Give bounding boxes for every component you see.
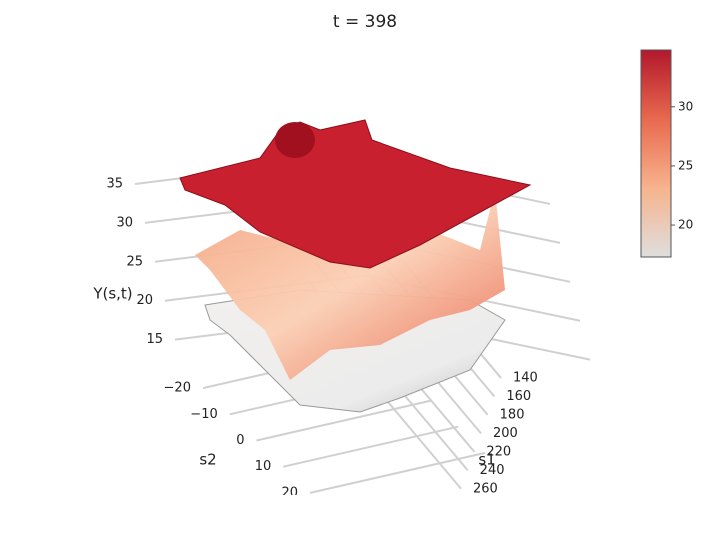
- tick-label: 0: [236, 433, 244, 448]
- tick-label: 30: [116, 215, 133, 230]
- tick-label: 20: [136, 293, 153, 308]
- x-axis-title: s1: [478, 451, 495, 469]
- colorbar-tick-label: 25: [678, 158, 693, 172]
- tick-label: 140: [513, 370, 538, 385]
- colorbar-ticks: 20 25 30: [671, 99, 693, 232]
- colorbar-tick-label: 20: [678, 218, 693, 232]
- tick-label: 240: [480, 463, 505, 478]
- chart-title: t = 398: [333, 12, 397, 32]
- tick-label: 35: [106, 176, 123, 191]
- tick-label: 220: [486, 444, 511, 459]
- tick-label: 15: [146, 332, 163, 347]
- tick-label: 260: [473, 481, 498, 496]
- grid-line: [309, 451, 486, 494]
- tick-label: −10: [190, 407, 217, 422]
- colorbar: [640, 49, 672, 258]
- tick-label: 200: [493, 426, 518, 441]
- axis-ticks: 15 20 25 30 35 140 160 180 200 220 240 260 −20 −10 0 10…: [106, 176, 538, 500]
- tick-label: 180: [500, 407, 525, 422]
- tick-label: 25: [126, 254, 143, 269]
- z-axis-title: Y(s,t): [92, 285, 132, 303]
- y-axis-title: s2: [199, 451, 216, 469]
- grid-line: [256, 399, 432, 442]
- plot-area: 15 20 25 30 35 140 160 180 200 220 240 260 −20 −10 0 10…: [106, 119, 591, 500]
- tick-label: 160: [506, 389, 531, 404]
- surface-peak: [275, 122, 315, 158]
- tick-label: 10: [255, 459, 272, 474]
- tick-label: 20: [281, 485, 298, 500]
- grid-line: [283, 425, 459, 468]
- colorbar-tick-label: 30: [678, 99, 693, 113]
- tick-label: −20: [164, 381, 191, 396]
